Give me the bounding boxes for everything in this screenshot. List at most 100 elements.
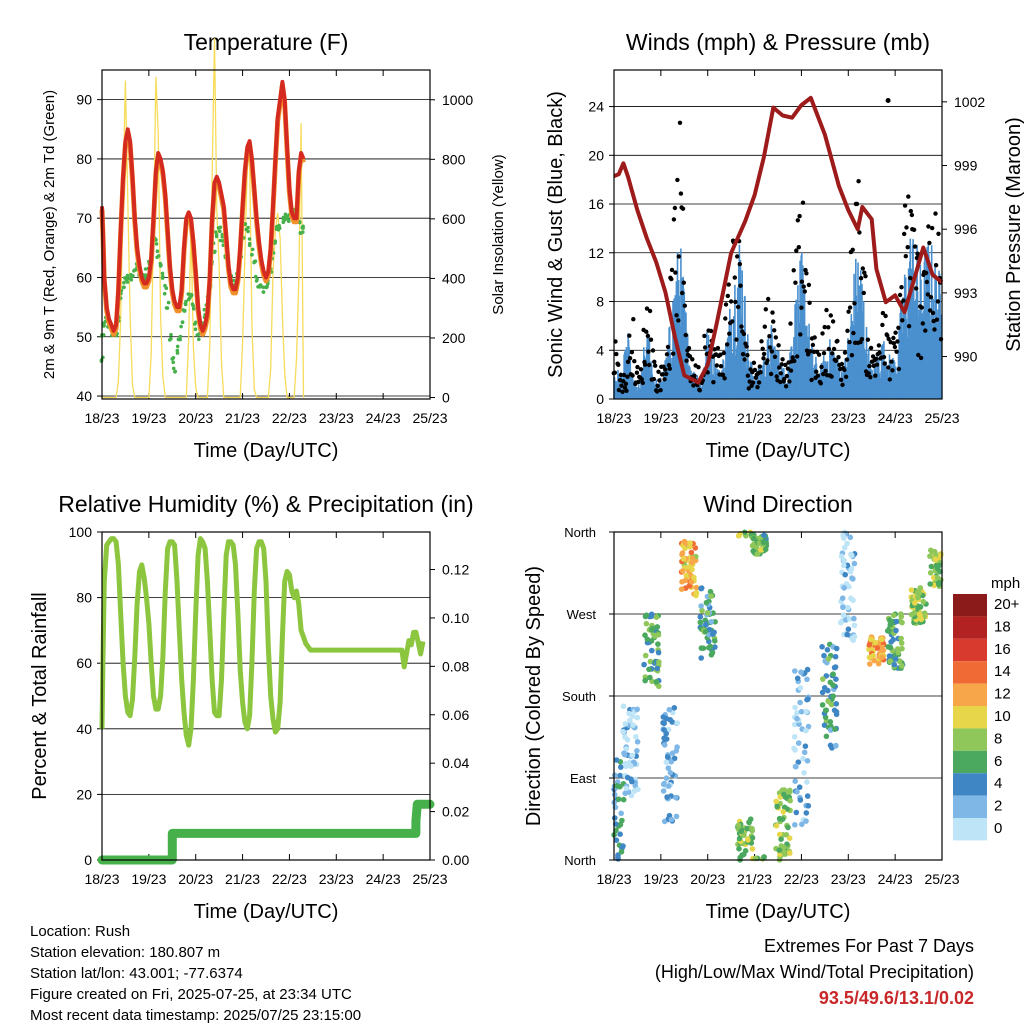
wind-direction-point <box>794 710 800 716</box>
gust-point <box>799 305 804 310</box>
gust-point <box>816 352 822 357</box>
dewpoint-point <box>220 232 225 237</box>
dewpoint-point <box>125 273 130 278</box>
rh-xtick-label: 19/23 <box>131 871 166 887</box>
wind-direction-point <box>774 803 780 810</box>
dewpoint-point <box>129 278 134 282</box>
gust-point <box>831 346 837 352</box>
wind-direction-point <box>773 798 779 805</box>
dewpoint-point <box>246 229 250 234</box>
wind-direction-point <box>825 656 832 662</box>
gust-point <box>623 381 629 386</box>
wind-direction-point <box>668 816 675 823</box>
dewpoint-point <box>247 237 252 241</box>
gust-point <box>714 363 719 368</box>
gust-point <box>835 338 840 344</box>
wind-direction-point <box>934 565 941 572</box>
wind-direction-point <box>898 635 904 642</box>
wind-direction-point <box>828 701 835 708</box>
colorbar-swatch <box>953 773 987 796</box>
colorbar-label: 10 <box>994 708 1011 725</box>
gust-point <box>751 360 757 365</box>
gust-point <box>796 245 801 250</box>
wdir-xtick-label: 22/23 <box>784 871 819 887</box>
gust-point <box>814 369 819 374</box>
temp-ytick-right-label: 200 <box>442 330 466 346</box>
gust-point <box>861 290 866 296</box>
wind-direction-point <box>874 645 881 651</box>
gust-point <box>774 374 779 379</box>
gust-point <box>897 292 903 298</box>
wind-direction-point <box>908 611 915 618</box>
wind-direction-point <box>745 837 751 843</box>
gust-point <box>664 352 670 357</box>
gust-point <box>735 304 741 310</box>
dewpoint-point <box>213 249 217 254</box>
gust-point <box>906 324 912 329</box>
gust-point <box>920 321 925 326</box>
wind-direction-point <box>885 644 892 650</box>
wind-direction-point <box>622 760 629 767</box>
wind-direction-point <box>798 708 805 715</box>
wind-direction-point <box>634 714 641 721</box>
wind-direction-point <box>673 813 680 820</box>
station-elevation: Station elevation: 180.807 m <box>30 944 221 961</box>
gust-point <box>914 286 919 291</box>
wind-direction-point <box>680 556 687 562</box>
dewpoint-point <box>273 239 278 243</box>
gust-point <box>886 365 891 370</box>
gust-point <box>788 321 793 326</box>
dewpoint-point <box>253 259 258 264</box>
wind-direction-point <box>635 786 641 793</box>
wind-direction-point <box>773 823 780 829</box>
gust-point <box>653 363 658 368</box>
wind-direction-point <box>656 683 662 690</box>
gust-point <box>627 356 633 361</box>
wind-direction-point <box>707 643 714 650</box>
gust-point <box>849 353 855 358</box>
gust-point <box>727 331 732 336</box>
gust-point <box>732 275 737 280</box>
wind-direction-point <box>666 706 673 713</box>
gust-point <box>682 303 687 308</box>
wind-direction-point <box>893 627 899 634</box>
gust-point <box>797 213 802 219</box>
gust-point <box>860 266 865 271</box>
gust-point <box>846 309 851 314</box>
gust-point <box>696 365 701 370</box>
gust-point <box>690 357 695 362</box>
wind-direction-point <box>893 618 900 625</box>
dewpoint-point <box>155 255 159 260</box>
wind-direction-point <box>868 636 874 643</box>
wdir-panel: Wind Direction 18/23 19/23 20/23 21/23 22/23 2… <box>523 491 960 923</box>
wind-direction-point <box>779 816 786 822</box>
wind-direction-point <box>887 617 893 623</box>
wind-direction-point <box>649 647 655 654</box>
gust-point <box>770 310 775 315</box>
wind-direction-point <box>641 661 647 668</box>
gust-point <box>726 282 731 287</box>
wind-direction-point <box>848 595 854 602</box>
wind-direction-point <box>780 809 787 815</box>
wind-direction-point <box>928 563 935 570</box>
wind-direction-point <box>848 565 855 572</box>
gust-point <box>621 372 627 378</box>
wind-direction-point <box>879 654 885 660</box>
wind-direction-point <box>844 540 850 547</box>
wind-direction-point <box>653 614 660 620</box>
gust-point <box>895 339 900 344</box>
gust-point <box>671 351 676 356</box>
gust-point <box>792 358 797 364</box>
gust-point <box>778 379 783 385</box>
gust-point <box>627 333 632 338</box>
winds-xlabel: Time (Day/UTC) <box>706 440 851 462</box>
winds-xtick-label: 25/23 <box>924 410 959 426</box>
wind-direction-point <box>736 835 743 842</box>
wind-direction-point <box>621 750 627 756</box>
wind-direction-point <box>840 604 846 611</box>
rh-xtick-label: 25/23 <box>412 871 447 887</box>
gust-point <box>805 352 811 357</box>
gust-point <box>728 299 734 304</box>
dewpoint-point <box>132 269 136 273</box>
gust-point <box>904 225 909 230</box>
